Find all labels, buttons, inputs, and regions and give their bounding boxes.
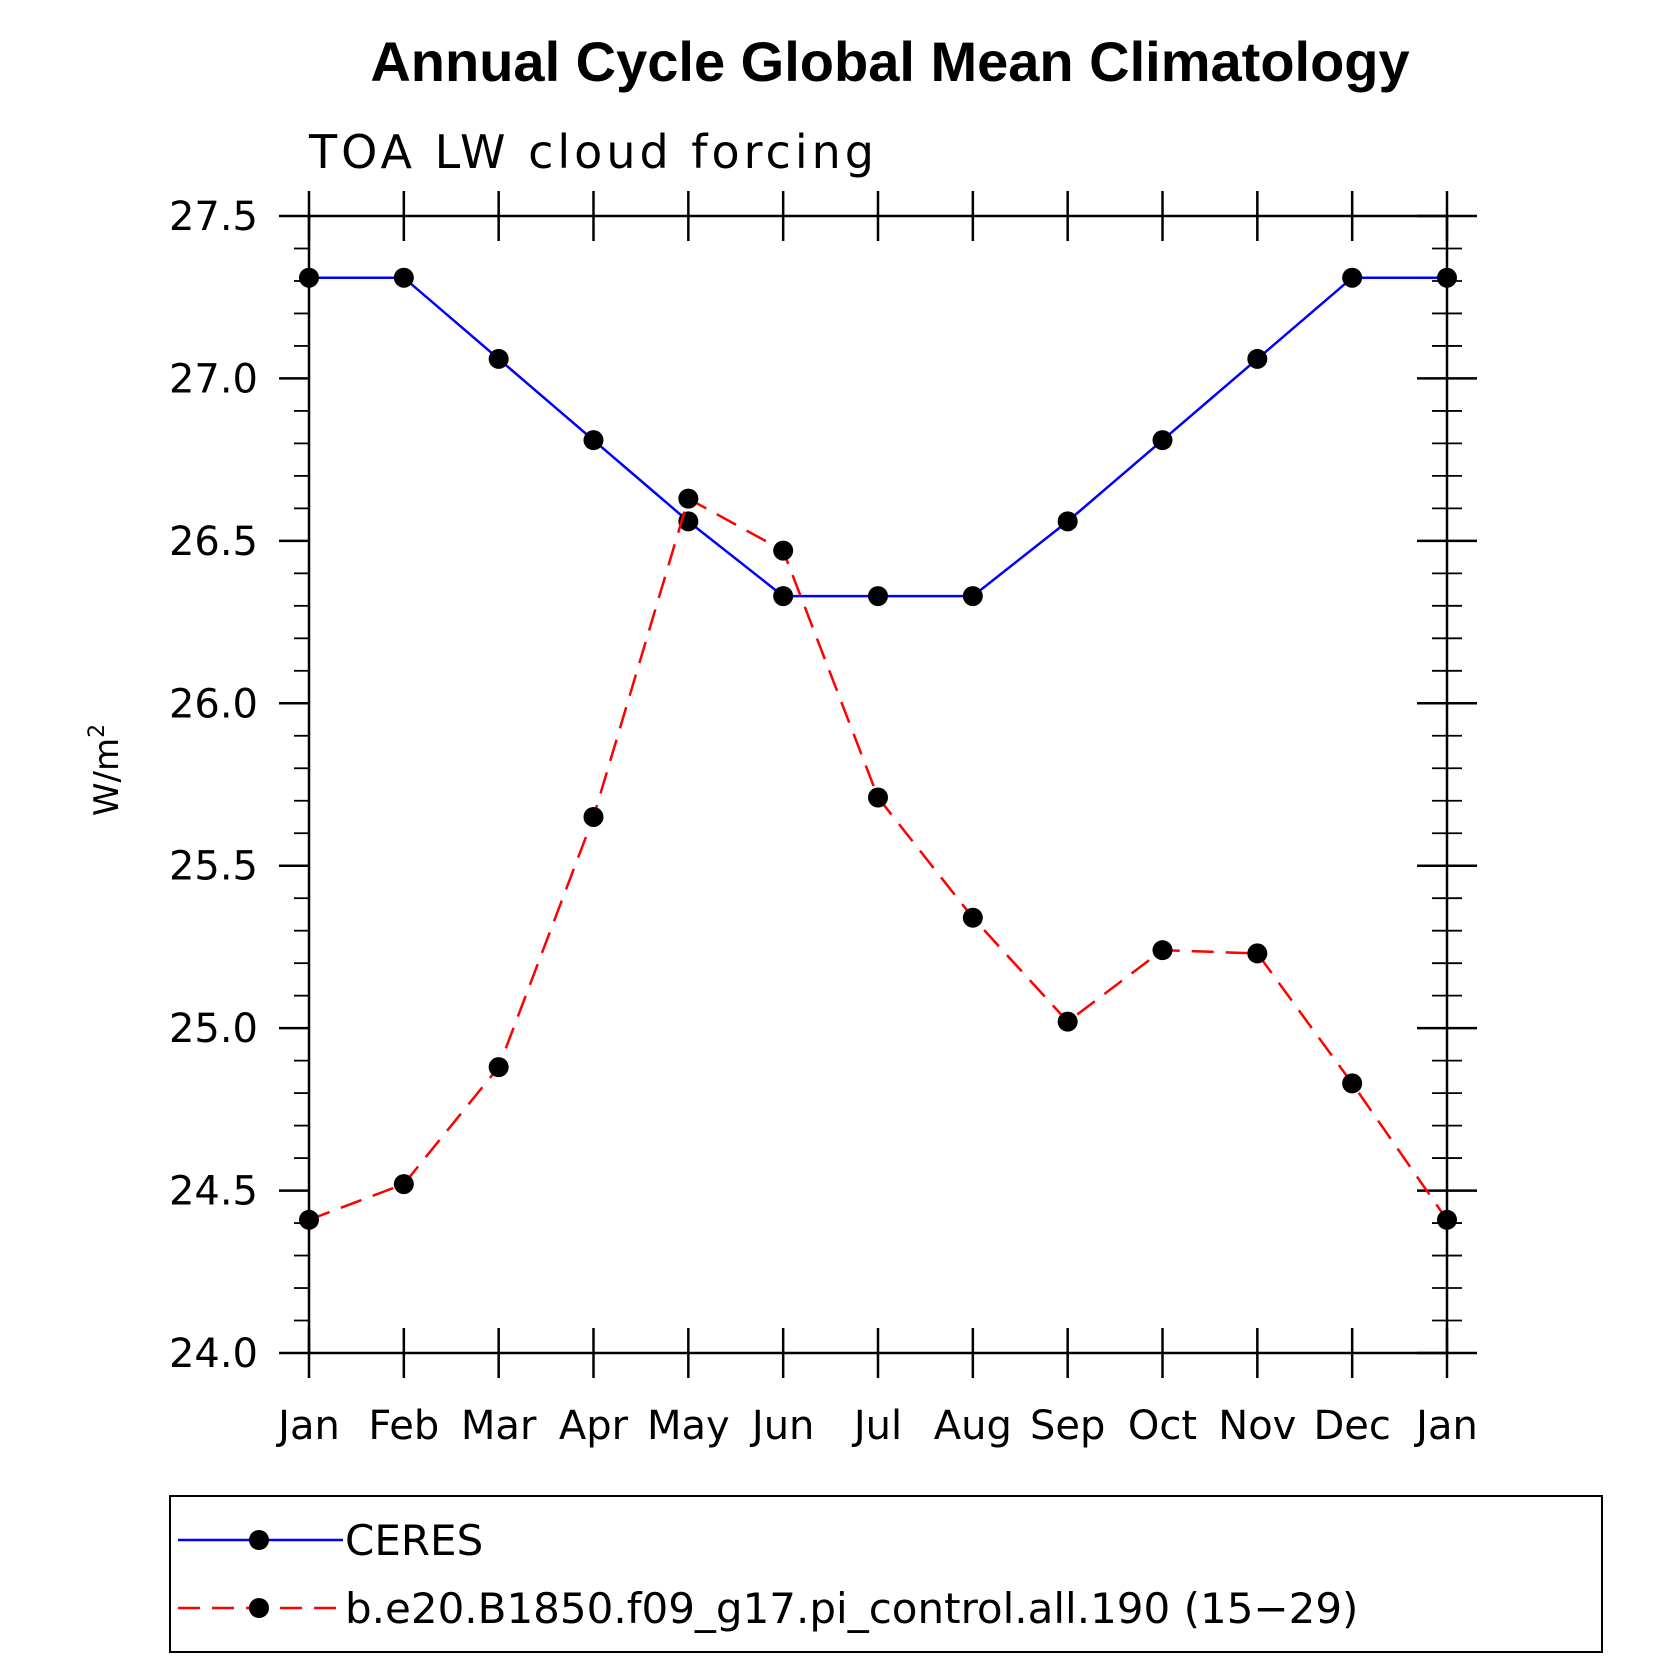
data-point-series-2 [393, 1174, 414, 1195]
x-tick-label: Jan [275, 1403, 340, 1449]
x-tick-label: Oct [1128, 1403, 1197, 1449]
plot-area: Jan Feb Mar Apr May Jun Jul Aug Sep Oct Nov Dec Jan 2… [169, 191, 1478, 1449]
chart-subtitle: TOA LW cloud forcing [308, 125, 878, 179]
data-point-series-1 [393, 267, 414, 288]
x-tick-label: Jul [851, 1403, 902, 1449]
y-axis-label-text: W/m [87, 738, 127, 816]
legend-label-2: b.e20.B1850.f09_g17.pi_control.all.190 (… [345, 1584, 1358, 1633]
y-tick-label: 24.5 [169, 1169, 258, 1215]
series-line-2 [308, 496, 1449, 1221]
data-point-series-2 [773, 540, 794, 561]
data-point-series-2 [1437, 1209, 1457, 1230]
data-point-series-2 [678, 488, 699, 509]
x-tick-label: Jun [749, 1403, 815, 1449]
data-point-series-2 [868, 787, 888, 808]
y-tick-label: 27.5 [169, 194, 258, 240]
svg-text:W/m2: W/m2 [85, 724, 127, 816]
data-point-series-2 [1247, 943, 1268, 964]
data-point-series-1 [488, 348, 509, 369]
legend: CERES b.e20.B1850.f09_g17.pi_control.all.… [169, 1495, 1603, 1653]
data-point-series-1 [1437, 267, 1457, 288]
y-axis-label: W/m2 [85, 724, 127, 816]
data-point-series-1 [1342, 267, 1363, 288]
x-tick-label: May [647, 1403, 730, 1449]
data-point-series-2 [1342, 1073, 1363, 1094]
y-tick-label: 25.5 [169, 844, 258, 890]
y-tick-label: 25.0 [169, 1006, 258, 1052]
legend-marker-2 [249, 1598, 269, 1618]
data-point-series-1 [1057, 511, 1078, 532]
series-line-1 [309, 276, 1447, 598]
chart-title: Annual Cycle Global Mean Climatology [370, 30, 1409, 93]
x-tick-label: Aug [934, 1403, 1012, 1449]
data-point-series-2 [962, 907, 983, 928]
y-tick-label: 26.5 [169, 519, 258, 565]
data-point-series-2 [1057, 1011, 1078, 1032]
data-point-series-1 [868, 586, 888, 607]
x-tick-label: Nov [1218, 1403, 1296, 1449]
x-tick-label: Dec [1313, 1403, 1390, 1449]
y-tick-label: 24.0 [169, 1331, 258, 1377]
x-tick-label: Sep [1030, 1403, 1105, 1449]
x-tick-label: Mar [461, 1403, 537, 1449]
data-point-series-1 [1152, 430, 1173, 451]
x-tick-label: Feb [368, 1403, 439, 1449]
y-tick-label: 27.0 [169, 356, 258, 402]
data-point-series-1 [773, 586, 794, 607]
y-axis-label-superscript: 2 [85, 724, 110, 738]
data-point-series-1 [299, 267, 319, 288]
data-point-series-1 [962, 586, 983, 607]
y-tick-label: 26.0 [169, 681, 258, 727]
legend-marker-1 [249, 1530, 269, 1550]
plot-frame [307, 214, 1449, 1355]
x-tick-label: Apr [559, 1403, 629, 1449]
data-point-series-2 [1152, 940, 1173, 961]
data-point-series-1 [583, 430, 604, 451]
legend-box [169, 1495, 1603, 1653]
x-tick-label: Jan [1413, 1403, 1478, 1449]
data-point-series-2 [583, 806, 604, 827]
data-point-series-2 [299, 1209, 319, 1230]
legend-label-1: CERES [345, 1516, 483, 1565]
data-point-series-1 [1247, 348, 1268, 369]
data-point-series-2 [488, 1057, 509, 1078]
